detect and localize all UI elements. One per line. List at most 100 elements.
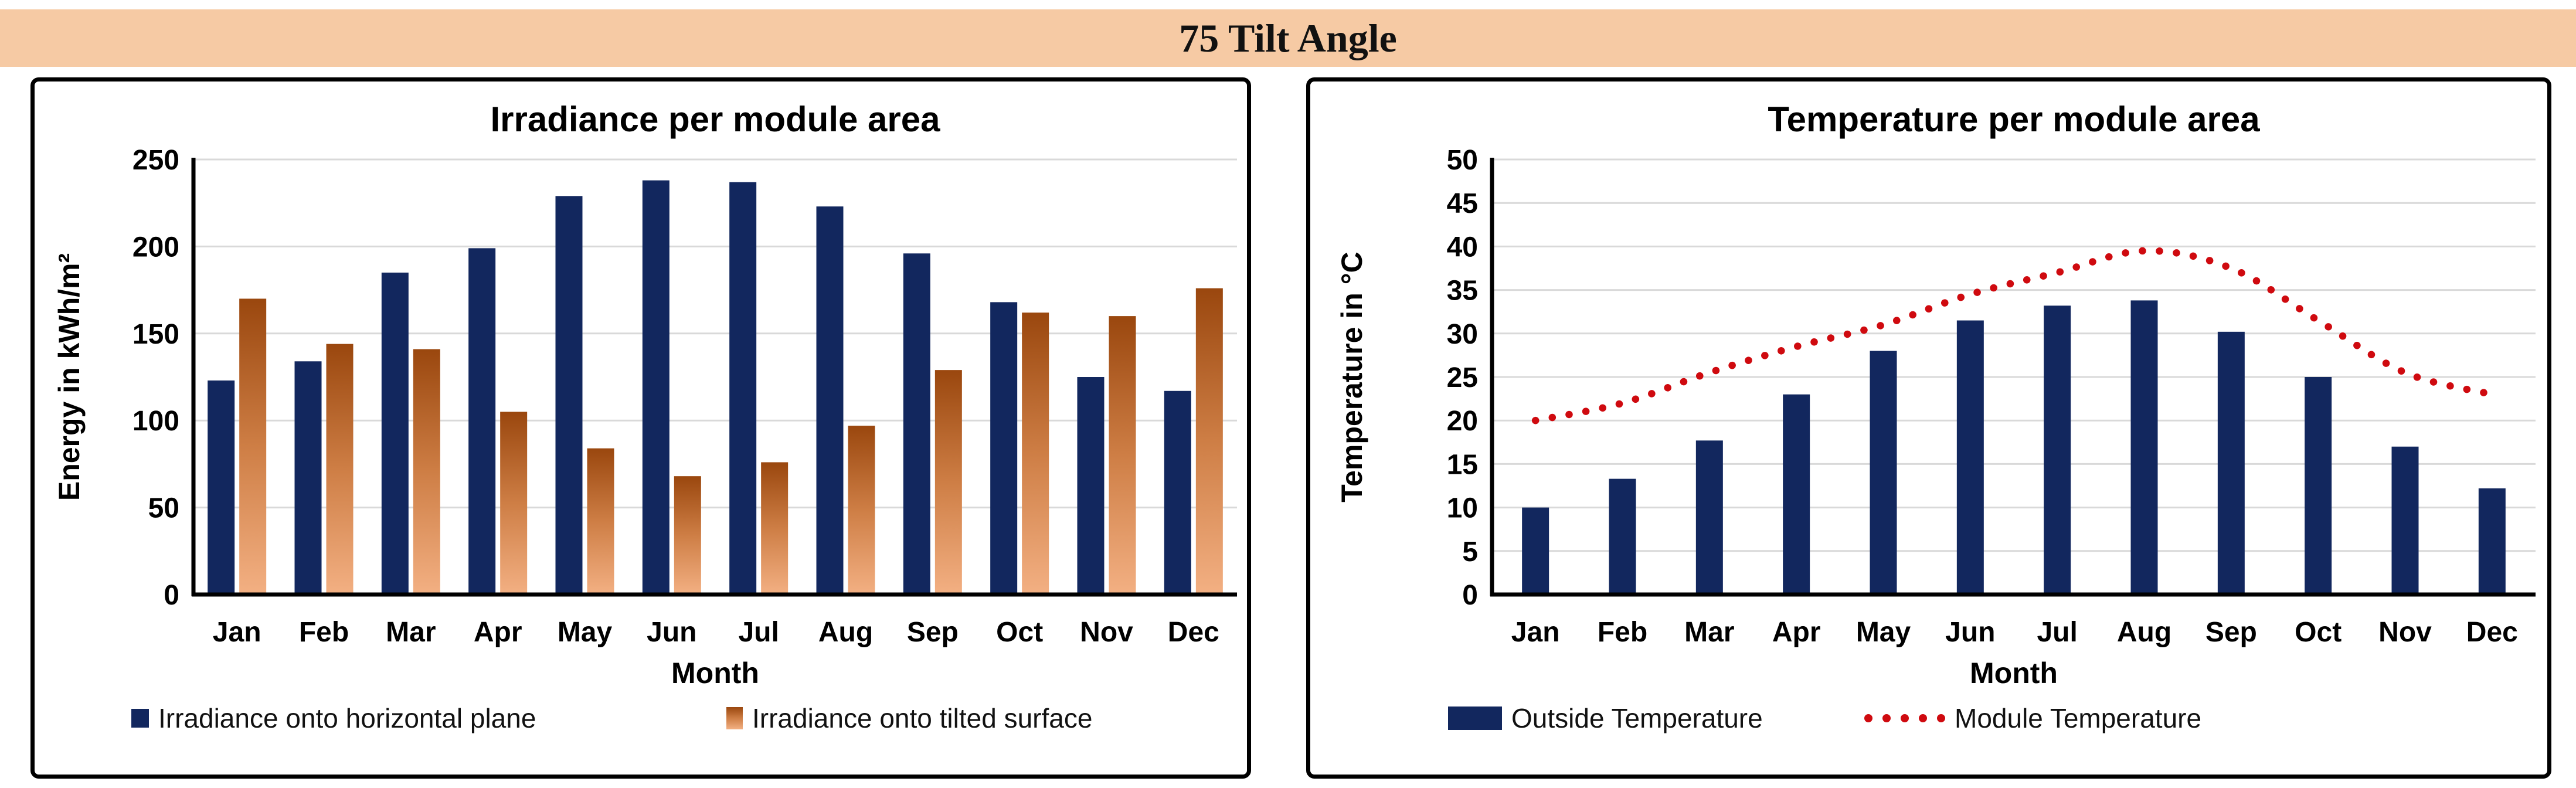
bar-outside-temperature-nov <box>2391 446 2419 595</box>
x-tick-label: Sep <box>2205 617 2257 648</box>
legend-label-module-temperature: Module Temperature <box>1955 703 2202 733</box>
x-tick-label: Aug <box>818 617 873 648</box>
bar-irradiance-onto-tilted-surface-sep <box>934 370 962 595</box>
x-tick-label: Feb <box>299 617 349 648</box>
x-tick-label: Feb <box>1598 617 1647 648</box>
y-tick-label: 0 <box>164 580 179 611</box>
bar-outside-temperature-may <box>1870 351 1897 595</box>
irradiance-chart: 0 50 100 150 200 250 Jan Feb Mar Apr May Jun Jul Aug S… <box>132 145 1237 648</box>
x-tick-label: Jul <box>2037 617 2077 648</box>
banner: 75 Tilt Angle <box>0 9 2576 67</box>
bar-outside-temperature-jan <box>1522 507 1549 595</box>
x-axis-title-irradiance: Month <box>671 657 759 690</box>
bar-irradiance-onto-horizontal-plane-may <box>555 196 583 595</box>
x-tick-label: Mar <box>1684 617 1734 648</box>
banner-title: 75 Tilt Angle <box>1179 15 1397 60</box>
chart-title-temperature: Temperature per module area <box>1768 100 2260 139</box>
bar-outside-temperature-apr <box>1783 394 1810 595</box>
bar-irradiance-onto-tilted-surface-oct <box>1022 313 1049 595</box>
bar-irradiance-onto-horizontal-plane-aug <box>816 206 844 595</box>
bar-irradiance-onto-tilted-surface-mar <box>413 349 440 595</box>
x-tick-label: Sep <box>907 617 959 648</box>
bar-outside-temperature-aug <box>2130 300 2158 595</box>
chart-title-irradiance: Irradiance per module area <box>490 100 940 139</box>
y-axis-title-temperature: Temperature in °C <box>1335 252 1368 502</box>
y-tick-label: 40 <box>1447 232 1478 263</box>
legend-label-horizontal-plane: Irradiance onto horizontal plane <box>158 703 536 733</box>
bar-irradiance-onto-tilted-surface-feb <box>326 344 354 595</box>
x-tick-label: Oct <box>996 617 1043 648</box>
bar-irradiance-onto-horizontal-plane-jul <box>729 182 757 595</box>
bar-irradiance-onto-tilted-surface-jun <box>674 476 701 595</box>
red-dots-swatch-icon <box>1864 714 1945 722</box>
temperature-chart: 0 5 10 15 20 25 30 35 40 45 50 Jan Feb Mar Apr May Jun Ju… <box>1447 145 2536 648</box>
orange-gradient-swatch-icon <box>726 707 743 729</box>
x-tick-label: Apr <box>1772 617 1821 648</box>
legend-item-module-temperature: Module Temperature <box>1864 700 2201 736</box>
x-tick-label: May <box>1856 617 1911 648</box>
bar-irradiance-onto-tilted-surface-apr <box>500 412 528 595</box>
y-axis-title-irradiance: Energy in kWh/m² <box>53 253 86 501</box>
x-tick-label: Jan <box>213 617 261 648</box>
legend-item-tilted-surface: Irradiance onto tilted surface <box>726 700 1092 736</box>
x-tick-label: Jan <box>1511 617 1560 648</box>
y-tick-label: 25 <box>1447 362 1478 393</box>
legend-label-outside-temperature: Outside Temperature <box>1511 703 1763 733</box>
x-tick-label: Oct <box>2295 617 2341 648</box>
y-tick-label: 150 <box>132 319 179 350</box>
bar-irradiance-onto-horizontal-plane-jun <box>642 180 670 595</box>
y-tick-label: 250 <box>132 145 179 176</box>
y-tick-label: 200 <box>132 232 179 263</box>
bar-outside-temperature-jul <box>2044 305 2071 595</box>
y-tick-label: 45 <box>1447 188 1478 219</box>
y-tick-label: 35 <box>1447 276 1478 307</box>
bar-irradiance-onto-tilted-surface-jul <box>761 462 789 595</box>
bar-outside-temperature-sep <box>2217 331 2245 595</box>
bar-outside-temperature-feb <box>1609 478 1636 595</box>
bar-irradiance-onto-horizontal-plane-apr <box>468 248 496 595</box>
legend-item-outside-temperature: Outside Temperature <box>1448 700 1763 736</box>
x-tick-label: Apr <box>474 617 522 648</box>
bar-irradiance-onto-horizontal-plane-sep <box>903 253 930 595</box>
bar-irradiance-onto-tilted-surface-aug <box>848 426 875 595</box>
bar-outside-temperature-dec <box>2478 488 2506 595</box>
y-tick-label: 100 <box>132 406 179 437</box>
navy-bar-swatch-icon <box>1448 707 1502 730</box>
y-tick-label: 0 <box>1462 580 1478 611</box>
x-tick-label: Dec <box>1168 617 1219 648</box>
panel-temperature-chart: 0 5 10 15 20 25 30 35 40 45 50 Jan Feb Mar Apr May Jun Ju… <box>1306 77 2551 779</box>
bar-irradiance-onto-horizontal-plane-dec <box>1164 390 1191 595</box>
bar-irradiance-onto-tilted-surface-jan <box>239 298 267 595</box>
navy-square-swatch-icon <box>131 709 149 728</box>
bar-irradiance-onto-horizontal-plane-jan <box>208 380 235 595</box>
bar-irradiance-onto-horizontal-plane-oct <box>990 302 1018 595</box>
x-tick-label: Jul <box>738 617 779 648</box>
y-tick-label: 50 <box>148 493 179 524</box>
x-tick-label: Jun <box>1945 617 1995 648</box>
x-tick-label: Nov <box>1080 617 1133 648</box>
y-tick-label: 5 <box>1462 536 1478 568</box>
x-tick-label: Mar <box>386 617 436 648</box>
x-tick-label: May <box>558 617 613 648</box>
bar-outside-temperature-mar <box>1695 440 1723 595</box>
y-tick-label: 15 <box>1447 449 1478 480</box>
y-tick-label: 50 <box>1447 145 1478 176</box>
x-tick-label: Dec <box>2466 617 2518 648</box>
x-tick-label: Jun <box>647 617 696 648</box>
bar-outside-temperature-jun <box>1956 320 1984 595</box>
y-tick-label: 10 <box>1447 493 1478 524</box>
bar-irradiance-onto-tilted-surface-nov <box>1109 316 1136 595</box>
legend-item-horizontal-plane: Irradiance onto horizontal plane <box>131 700 536 736</box>
bar-irradiance-onto-horizontal-plane-mar <box>381 272 409 595</box>
y-tick-label: 20 <box>1447 406 1478 437</box>
legend-label-tilted-surface: Irradiance onto tilted surface <box>752 703 1093 733</box>
bar-irradiance-onto-horizontal-plane-nov <box>1077 377 1105 595</box>
bar-outside-temperature-oct <box>2305 377 2332 595</box>
panel-irradiance-chart: 0 50 100 150 200 250 Jan Feb Mar Apr May Jun Jul Aug S… <box>30 77 1251 779</box>
y-tick-label: 30 <box>1447 319 1478 350</box>
bar-irradiance-onto-tilted-surface-may <box>587 448 614 595</box>
bar-irradiance-onto-tilted-surface-dec <box>1195 288 1223 595</box>
module-temperature-dotted-line <box>1531 247 2496 424</box>
x-axis-title-temperature: Month <box>1970 657 2058 690</box>
bar-irradiance-onto-horizontal-plane-feb <box>294 361 322 595</box>
